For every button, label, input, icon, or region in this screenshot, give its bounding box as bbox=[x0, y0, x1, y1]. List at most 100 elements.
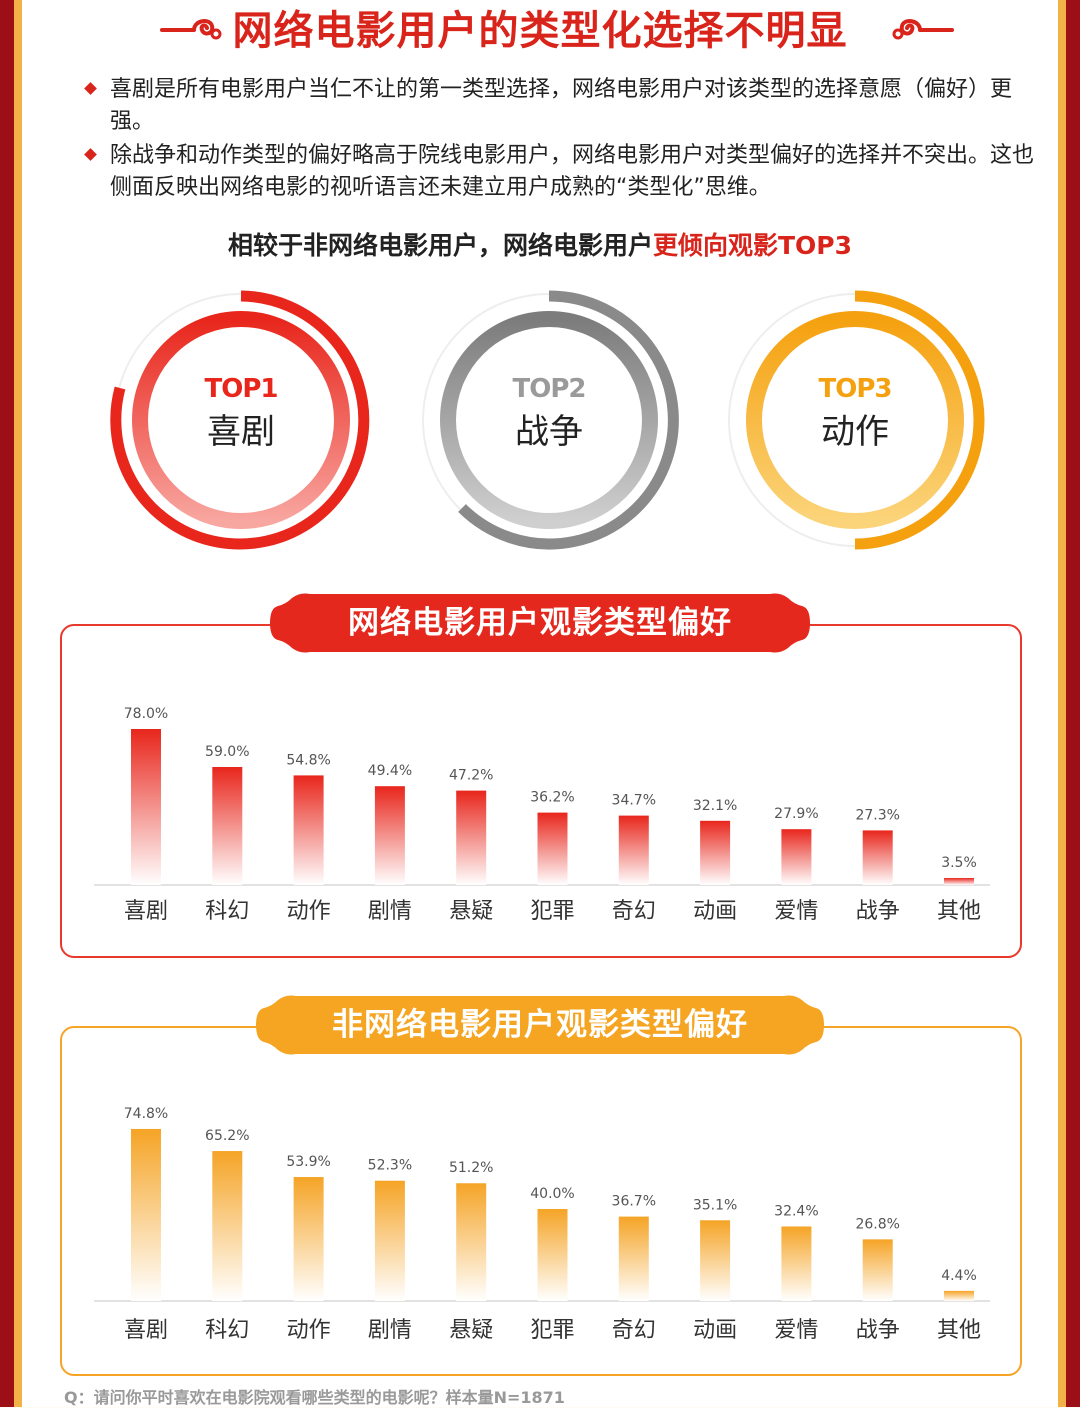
data-label: 49.4% bbox=[368, 763, 412, 779]
non-online-users-chart-banner: 非网络电影用户观影类型偏好 bbox=[256, 994, 824, 1056]
online-users-chart-banner: 网络电影用户观影类型偏好 bbox=[270, 592, 810, 654]
bar-犯罪 bbox=[537, 812, 568, 885]
category-label: 喜剧 bbox=[124, 1318, 168, 1343]
category-label: 其他 bbox=[937, 1318, 981, 1343]
data-label: 54.8% bbox=[286, 752, 330, 768]
page-title: 网络电影用户的类型化选择不明显 bbox=[232, 8, 848, 54]
category-label: 动画 bbox=[693, 1318, 737, 1343]
bar-其他 bbox=[944, 878, 974, 885]
diamond-bullet-icon bbox=[84, 148, 97, 161]
bar-奇幻 bbox=[618, 1216, 649, 1301]
category-label: 悬疑 bbox=[449, 899, 493, 924]
diamond-bullet-icon bbox=[84, 82, 97, 95]
top3-heading-prefix: 相较于非网络电影用户，网络电影用户 bbox=[227, 231, 653, 260]
bar-动作 bbox=[293, 775, 324, 885]
category-label: 科幻 bbox=[205, 899, 249, 924]
cloud-ornament-right-icon bbox=[892, 19, 954, 40]
data-label: 34.7% bbox=[612, 793, 656, 809]
data-label: 27.3% bbox=[855, 807, 899, 823]
top3-heading-highlight: 更倾向观影TOP3 bbox=[652, 231, 853, 260]
category-label: 科幻 bbox=[205, 1318, 249, 1343]
top2-rank: TOP2 bbox=[512, 374, 587, 404]
ring-chart-icon bbox=[110, 290, 370, 550]
top1-rank: TOP1 bbox=[204, 374, 279, 404]
category-label: 奇幻 bbox=[612, 899, 656, 924]
data-label: 47.2% bbox=[449, 768, 493, 784]
category-label: 犯罪 bbox=[530, 1318, 574, 1343]
category-label: 犯罪 bbox=[530, 899, 574, 924]
category-label: 战争 bbox=[856, 1318, 900, 1343]
category-label: 动画 bbox=[693, 899, 737, 924]
category-label: 剧情 bbox=[368, 1318, 412, 1343]
non-online-users-chart-panel: 74.8% 喜剧 65.2% 科幻 53.9% 动作 52.3% 剧情 51.2% 悬疑 40.0%… bbox=[60, 1026, 1022, 1376]
survey-footnote: Q：请问你平时喜欢在电影院观看哪些类型的电影呢？样本量N=1871 bbox=[64, 1388, 565, 1407]
data-label: 26.8% bbox=[855, 1216, 899, 1232]
top1-name: 喜剧 bbox=[207, 412, 275, 452]
data-label: 32.1% bbox=[693, 798, 737, 814]
category-label: 动作 bbox=[287, 899, 331, 924]
bar-科幻 bbox=[212, 1151, 243, 1301]
data-label: 59.0% bbox=[205, 744, 249, 760]
data-label: 53.9% bbox=[286, 1154, 330, 1170]
ring-chart-icon bbox=[422, 290, 679, 550]
data-label: 51.2% bbox=[449, 1160, 493, 1176]
data-label: 36.2% bbox=[530, 790, 574, 806]
bar-悬疑 bbox=[456, 1183, 487, 1301]
bullet-text: 喜剧是所有电影用户当仁不让的第一类型选择，网络电影用户对该类型的选择意愿（偏好）… bbox=[110, 77, 1013, 134]
banner-ribbon-icon bbox=[270, 593, 810, 653]
banner-ribbon-icon bbox=[256, 995, 824, 1055]
ring-chart-icon bbox=[728, 290, 985, 550]
non-online-users-bar-chart: 74.8% 喜剧 65.2% 科幻 53.9% 动作 52.3% 剧情 51.2% 悬疑 40.0%… bbox=[94, 1106, 990, 1343]
right-border bbox=[1058, 0, 1080, 1407]
title-area: 网络电影用户的类型化选择不明显 bbox=[22, 4, 1058, 58]
category-label: 战争 bbox=[856, 899, 900, 924]
data-label: 65.2% bbox=[205, 1128, 249, 1144]
summary-bullet: 除战争和动作类型的偏好略高于院线电影用户，网络电影用户对类型偏好的选择并不突出。… bbox=[84, 140, 1044, 204]
data-label: 78.0% bbox=[124, 706, 168, 722]
top3-rank: TOP3 bbox=[818, 374, 893, 404]
bar-喜剧 bbox=[131, 729, 161, 885]
bar-悬疑 bbox=[456, 790, 487, 885]
online-users-chart-title: 网络电影用户观影类型偏好 bbox=[348, 605, 732, 641]
top2-ring: TOP2 战争 bbox=[414, 290, 684, 550]
data-label: 40.0% bbox=[530, 1186, 574, 1202]
top1-ring: TOP1 喜剧 bbox=[106, 290, 376, 550]
bar-剧情 bbox=[374, 786, 405, 885]
category-label: 剧情 bbox=[368, 899, 412, 924]
bar-犯罪 bbox=[537, 1209, 568, 1301]
summary-bullet: 喜剧是所有电影用户当仁不让的第一类型选择，网络电影用户对该类型的选择意愿（偏好）… bbox=[84, 74, 1044, 138]
bar-动作 bbox=[293, 1177, 324, 1301]
data-label: 52.3% bbox=[368, 1158, 412, 1174]
category-label: 悬疑 bbox=[449, 1318, 493, 1343]
category-label: 动作 bbox=[287, 1318, 331, 1343]
top2-name: 战争 bbox=[515, 412, 583, 452]
data-label: 35.1% bbox=[693, 1197, 737, 1213]
bar-其他 bbox=[944, 1290, 974, 1301]
left-border bbox=[0, 0, 22, 1407]
category-label: 爱情 bbox=[774, 899, 818, 924]
data-label: 32.4% bbox=[774, 1203, 818, 1219]
non-online-users-chart-title: 非网络电影用户观影类型偏好 bbox=[332, 1007, 748, 1043]
bar-奇幻 bbox=[618, 815, 649, 885]
category-label: 爱情 bbox=[774, 1318, 818, 1343]
bullet-text: 除战争和动作类型的偏好略高于院线电影用户，网络电影用户对类型偏好的选择并不突出。… bbox=[110, 143, 1035, 200]
category-label: 其他 bbox=[937, 899, 981, 924]
top3-name: 动作 bbox=[821, 412, 889, 452]
bar-动画 bbox=[700, 1220, 731, 1301]
bar-喜剧 bbox=[131, 1128, 161, 1301]
data-label: 27.9% bbox=[774, 806, 818, 822]
online-users-chart-panel: 78.0% 喜剧 59.0% 科幻 54.8% 动作 49.4% 剧情 47.2% 悬疑 36.2%… bbox=[60, 624, 1022, 958]
bar-战争 bbox=[862, 830, 893, 885]
data-label: 4.4% bbox=[941, 1268, 977, 1284]
bar-战争 bbox=[862, 1239, 893, 1301]
bar-爱情 bbox=[781, 1226, 812, 1301]
data-label: 3.5% bbox=[941, 855, 977, 871]
cloud-ornament-left-icon bbox=[160, 19, 222, 40]
category-label: 喜剧 bbox=[124, 899, 168, 924]
bar-爱情 bbox=[781, 829, 812, 885]
top3-ring: TOP3 动作 bbox=[720, 290, 990, 550]
top3-heading: 相较于非网络电影用户，网络电影用户更倾向观影TOP3 bbox=[22, 226, 1058, 262]
category-label: 奇幻 bbox=[612, 1318, 656, 1343]
data-label: 36.7% bbox=[612, 1194, 656, 1210]
infographic-page: 网络电影用户的类型化选择不明显 喜剧是所有电影用户当仁不让的第一类型选择，网络电… bbox=[22, 0, 1058, 1407]
